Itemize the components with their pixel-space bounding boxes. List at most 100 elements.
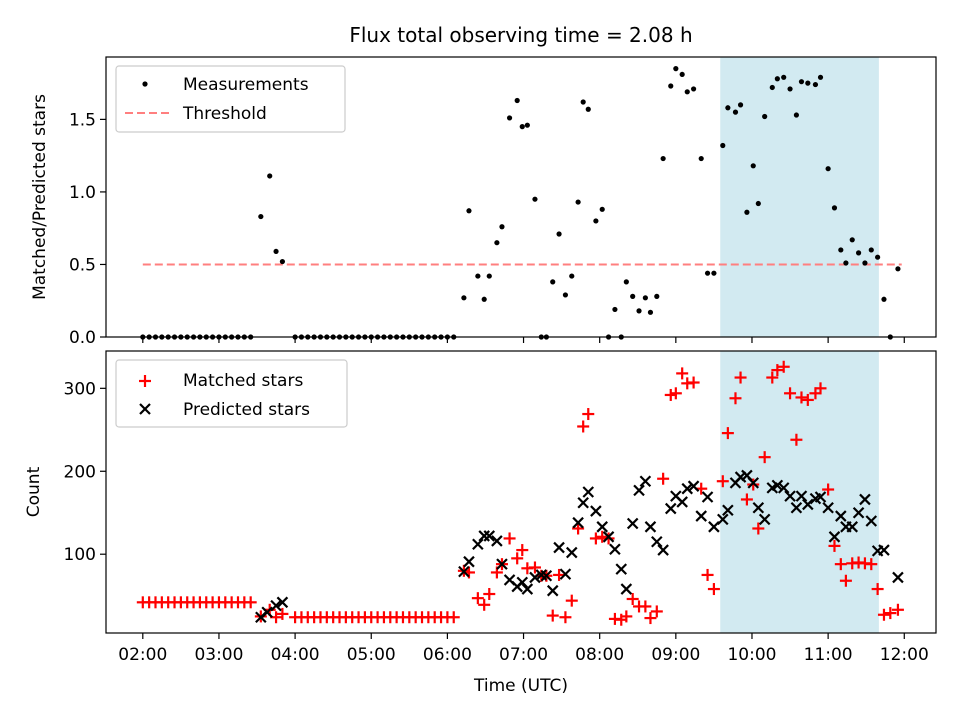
predicted-star-point — [463, 555, 475, 568]
predicted-star-point — [639, 475, 652, 487]
predicted-star-point — [577, 497, 589, 509]
matched-star-point — [771, 364, 784, 377]
x-marker-b — [664, 502, 677, 515]
matched-star-point — [766, 371, 779, 384]
matched-star-point — [639, 600, 652, 613]
predicted-star-point — [771, 479, 784, 492]
x-marker-b — [521, 583, 534, 595]
measurement-point — [506, 115, 513, 121]
bottom-plot-frame — [105, 350, 937, 634]
x-marker-b — [670, 490, 682, 502]
x-marker-b — [695, 510, 707, 522]
predicted-star-point — [496, 558, 508, 570]
measurement-point — [737, 102, 744, 108]
predicted-star-point — [529, 571, 541, 584]
legend-predicted-label: Predicted stars — [183, 400, 310, 420]
x-marker-b — [590, 505, 602, 517]
measurement-point — [593, 218, 599, 224]
x-marker-b — [676, 496, 688, 508]
measurement-point — [475, 273, 481, 279]
x-tick-label: 05:00 — [347, 645, 396, 665]
measurement-point — [831, 205, 838, 211]
x-marker-b — [463, 555, 475, 568]
matched-star-point — [565, 594, 578, 607]
predicted-star-point — [657, 544, 669, 556]
measurement-point — [623, 279, 629, 285]
x-tick-label: 03:00 — [194, 645, 243, 665]
predicted-star-point — [620, 583, 633, 595]
measurement-point — [862, 260, 868, 266]
predicted-star-point — [626, 517, 639, 530]
top-y-tick-label: 1.5 — [69, 110, 96, 130]
shaded-observing-span — [720, 351, 879, 633]
matched-star-point — [589, 532, 602, 545]
matched-star-point — [582, 408, 595, 421]
x-marker-b — [859, 493, 871, 506]
measurement-point — [461, 295, 467, 301]
matched-star-point — [822, 483, 835, 496]
x-marker-b — [609, 543, 621, 556]
measurement-point — [732, 109, 739, 115]
measurement-point — [585, 106, 591, 112]
predicted-star-point — [458, 565, 470, 578]
matched-star-point — [871, 583, 884, 596]
x-marker-b — [540, 569, 553, 582]
predicted-star-point — [846, 521, 859, 533]
x-marker-b — [478, 530, 490, 542]
x-marker-b — [596, 521, 609, 533]
measurement-point — [787, 86, 793, 92]
predicted-star-point — [261, 606, 273, 619]
x-tick-label: 07:00 — [499, 645, 548, 665]
measurement-point — [769, 84, 775, 91]
predicted-star-point — [546, 584, 559, 597]
measurement-point — [895, 266, 901, 272]
matched-star-point — [758, 451, 771, 464]
measurement-point — [744, 209, 750, 215]
predicted-star-point — [865, 515, 878, 527]
x-marker-b — [496, 558, 508, 570]
matched-star-point — [865, 558, 878, 571]
measurement-point — [825, 166, 831, 172]
predicted-star-point — [852, 506, 865, 519]
matched-star-point — [626, 592, 639, 605]
predicted-star-point — [644, 521, 657, 533]
bottom-legend-box — [115, 359, 348, 428]
measurement-point — [556, 231, 562, 237]
matched-star-point — [447, 611, 460, 624]
matched-star-point — [716, 475, 729, 488]
x-marker-b — [615, 563, 628, 575]
predicted-star-point — [521, 583, 534, 595]
measurement-point — [636, 308, 642, 314]
matched-star-point — [602, 532, 615, 545]
predicted-star-point — [664, 502, 677, 515]
x-marker-b — [802, 498, 814, 511]
predicted-star-point — [572, 516, 584, 529]
measurement-point — [673, 66, 679, 72]
top-y-axis-label: Matched/Predicted stars — [30, 94, 50, 300]
x-marker-b — [657, 544, 669, 556]
x-marker-b — [270, 599, 282, 612]
predicted-star-point — [802, 498, 814, 511]
matched-star-point — [528, 561, 541, 574]
matched-stars-points — [136, 360, 904, 626]
matched-star-point — [839, 574, 852, 587]
matched-star-point — [620, 610, 633, 623]
measurement-point — [532, 196, 538, 202]
measurement-point — [774, 76, 780, 82]
x-marker-b — [276, 596, 289, 609]
x-tick-label: 10:00 — [727, 645, 776, 665]
x-tick-label: 08:00 — [575, 645, 624, 665]
predicted-star-point — [752, 501, 765, 514]
x-marker-b — [559, 568, 572, 580]
x-marker-b — [516, 576, 529, 589]
predicted-star-point — [491, 535, 503, 547]
measurement-point — [798, 79, 805, 85]
predicted-star-point — [540, 569, 553, 582]
x-marker-b — [602, 531, 615, 543]
measurement-point — [279, 258, 286, 265]
bottom-y-axis-label: Count — [24, 466, 44, 517]
matched-star-point — [701, 568, 714, 581]
matched-star-point — [516, 544, 529, 557]
x-marker-b — [633, 484, 645, 497]
